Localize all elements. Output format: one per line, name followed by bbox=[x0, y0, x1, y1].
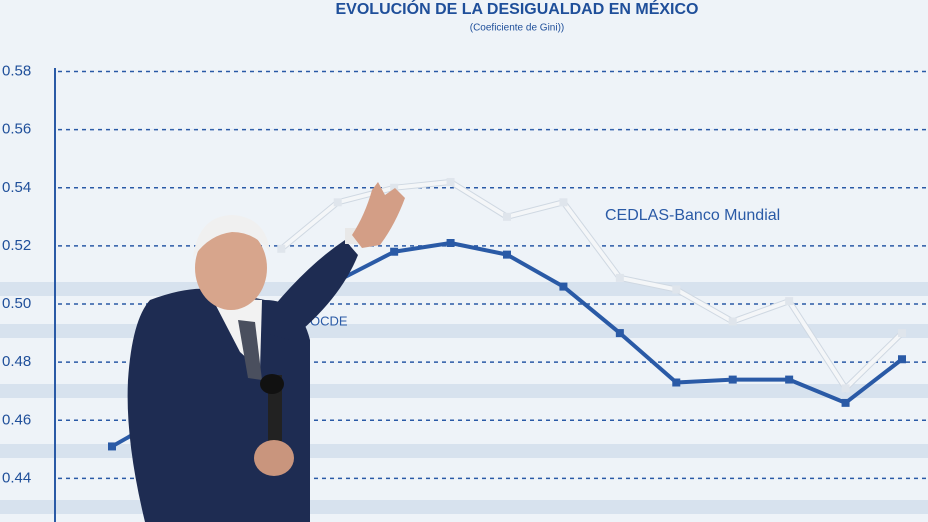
series-point bbox=[390, 183, 399, 192]
chart-title: EVOLUCIÓN DE LA DESIGUALDAD EN MÉXICO bbox=[336, 0, 699, 18]
chart-subtitle: (Coeficiente de Gini)) bbox=[470, 23, 564, 34]
series-point bbox=[841, 398, 850, 407]
y-tick-label: 0.58 bbox=[2, 63, 31, 80]
series-point bbox=[503, 250, 511, 259]
series-point bbox=[672, 378, 681, 387]
series-point bbox=[728, 317, 737, 326]
series-point bbox=[559, 282, 568, 291]
series-point bbox=[785, 297, 794, 306]
series-point bbox=[615, 273, 624, 282]
series-point bbox=[559, 198, 568, 207]
series-point bbox=[898, 329, 906, 338]
series-point bbox=[108, 442, 116, 451]
series-point bbox=[672, 285, 681, 294]
person bbox=[127, 182, 405, 522]
series-point bbox=[390, 247, 399, 256]
series-point bbox=[728, 375, 737, 384]
series-point bbox=[333, 198, 342, 207]
series-point bbox=[615, 329, 624, 338]
y-tick-label: 0.56 bbox=[2, 121, 31, 138]
series-label: CEDLAS-Banco Mundial bbox=[605, 207, 780, 224]
series-label: OCDE bbox=[310, 313, 348, 328]
series-point bbox=[898, 355, 906, 364]
y-tick-label: 0.54 bbox=[2, 179, 31, 196]
series-point bbox=[277, 244, 286, 253]
series-point bbox=[785, 375, 794, 384]
series-line bbox=[280, 179, 904, 391]
y-tick-label: 0.52 bbox=[2, 237, 31, 254]
series-point bbox=[841, 384, 850, 393]
y-tick-label: 0.44 bbox=[2, 469, 31, 486]
y-tick-label: 0.50 bbox=[2, 295, 31, 312]
y-tick-label: 0.46 bbox=[2, 411, 31, 428]
y-tick-label: 0.48 bbox=[2, 353, 31, 370]
series-point bbox=[503, 212, 511, 221]
series-point bbox=[446, 177, 455, 186]
series-point bbox=[446, 239, 455, 247]
